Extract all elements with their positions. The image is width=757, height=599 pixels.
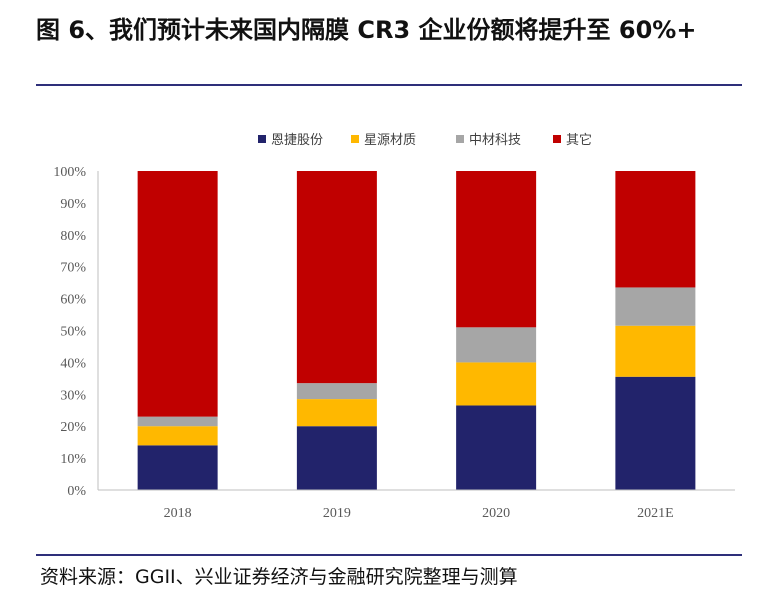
bar-segment — [456, 405, 537, 490]
source-note: 资料来源：GGII、兴业证券经济与金融研究院整理与测算 — [40, 566, 518, 588]
bar-segment — [137, 416, 218, 427]
legend-item: 其它 — [553, 132, 592, 148]
bar-segment — [615, 376, 696, 490]
bar-segment — [456, 362, 537, 406]
y-tick-label: 30% — [60, 388, 86, 403]
bar-segment — [615, 171, 696, 288]
bar-group — [615, 171, 696, 490]
legend-swatch — [351, 135, 359, 143]
legend-swatch — [456, 135, 464, 143]
bar-segment — [296, 171, 377, 384]
y-axis: 0% 10% 20% 30% 40% 50% 60% 70% 80% 90% 100% — [53, 165, 99, 499]
y-tick-label: 100% — [53, 165, 86, 180]
bar-segment — [296, 383, 377, 400]
y-tick-label: 60% — [60, 293, 86, 308]
legend-swatch — [258, 135, 266, 143]
y-tick-label: 50% — [60, 325, 86, 340]
legend-item: 恩捷股份 — [258, 133, 323, 148]
bar-segment — [137, 171, 218, 417]
x-tick-label: 2020 — [482, 506, 510, 521]
y-tick-label: 10% — [60, 452, 86, 467]
source-divider — [36, 554, 742, 556]
x-tick-label: 2021E — [637, 506, 674, 521]
bar-group — [137, 171, 218, 490]
y-tick-label: 0% — [67, 484, 86, 499]
x-tick-label: 2019 — [323, 506, 351, 521]
bar-segment — [296, 426, 377, 490]
bar-segment — [137, 445, 218, 490]
y-tick-label: 80% — [60, 229, 86, 244]
y-tick-label: 40% — [60, 356, 86, 371]
bar-segment — [456, 171, 537, 328]
bar-segment — [296, 399, 377, 427]
bar-segment — [615, 325, 696, 377]
y-tick-label: 70% — [60, 261, 86, 276]
bar-group — [456, 171, 537, 490]
legend-label: 星源材质 — [364, 133, 416, 148]
bar-segment — [615, 287, 696, 326]
x-tick-label: 2018 — [164, 506, 192, 521]
legend-label: 中材科技 — [469, 133, 521, 148]
legend-label: 其它 — [566, 132, 592, 148]
x-axis: 2018 2019 2020 2021E — [98, 489, 735, 521]
legend-item: 中材科技 — [456, 133, 521, 148]
bars — [137, 171, 696, 490]
title-divider — [36, 84, 742, 86]
bar-segment — [456, 327, 537, 363]
bar-segment — [137, 426, 218, 446]
y-tick-label: 90% — [60, 197, 86, 212]
chart-legend: 恩捷股份 星源材质 中材科技 其它 — [258, 132, 592, 148]
figure-title: 图 6、我们预计未来国内隔膜 CR3 企业份额将提升至 60%+ — [36, 16, 697, 44]
legend-label: 恩捷股份 — [271, 133, 323, 148]
legend-item: 星源材质 — [351, 133, 416, 148]
y-tick-label: 20% — [60, 420, 86, 435]
legend-swatch — [553, 135, 561, 143]
bar-group — [296, 171, 377, 490]
